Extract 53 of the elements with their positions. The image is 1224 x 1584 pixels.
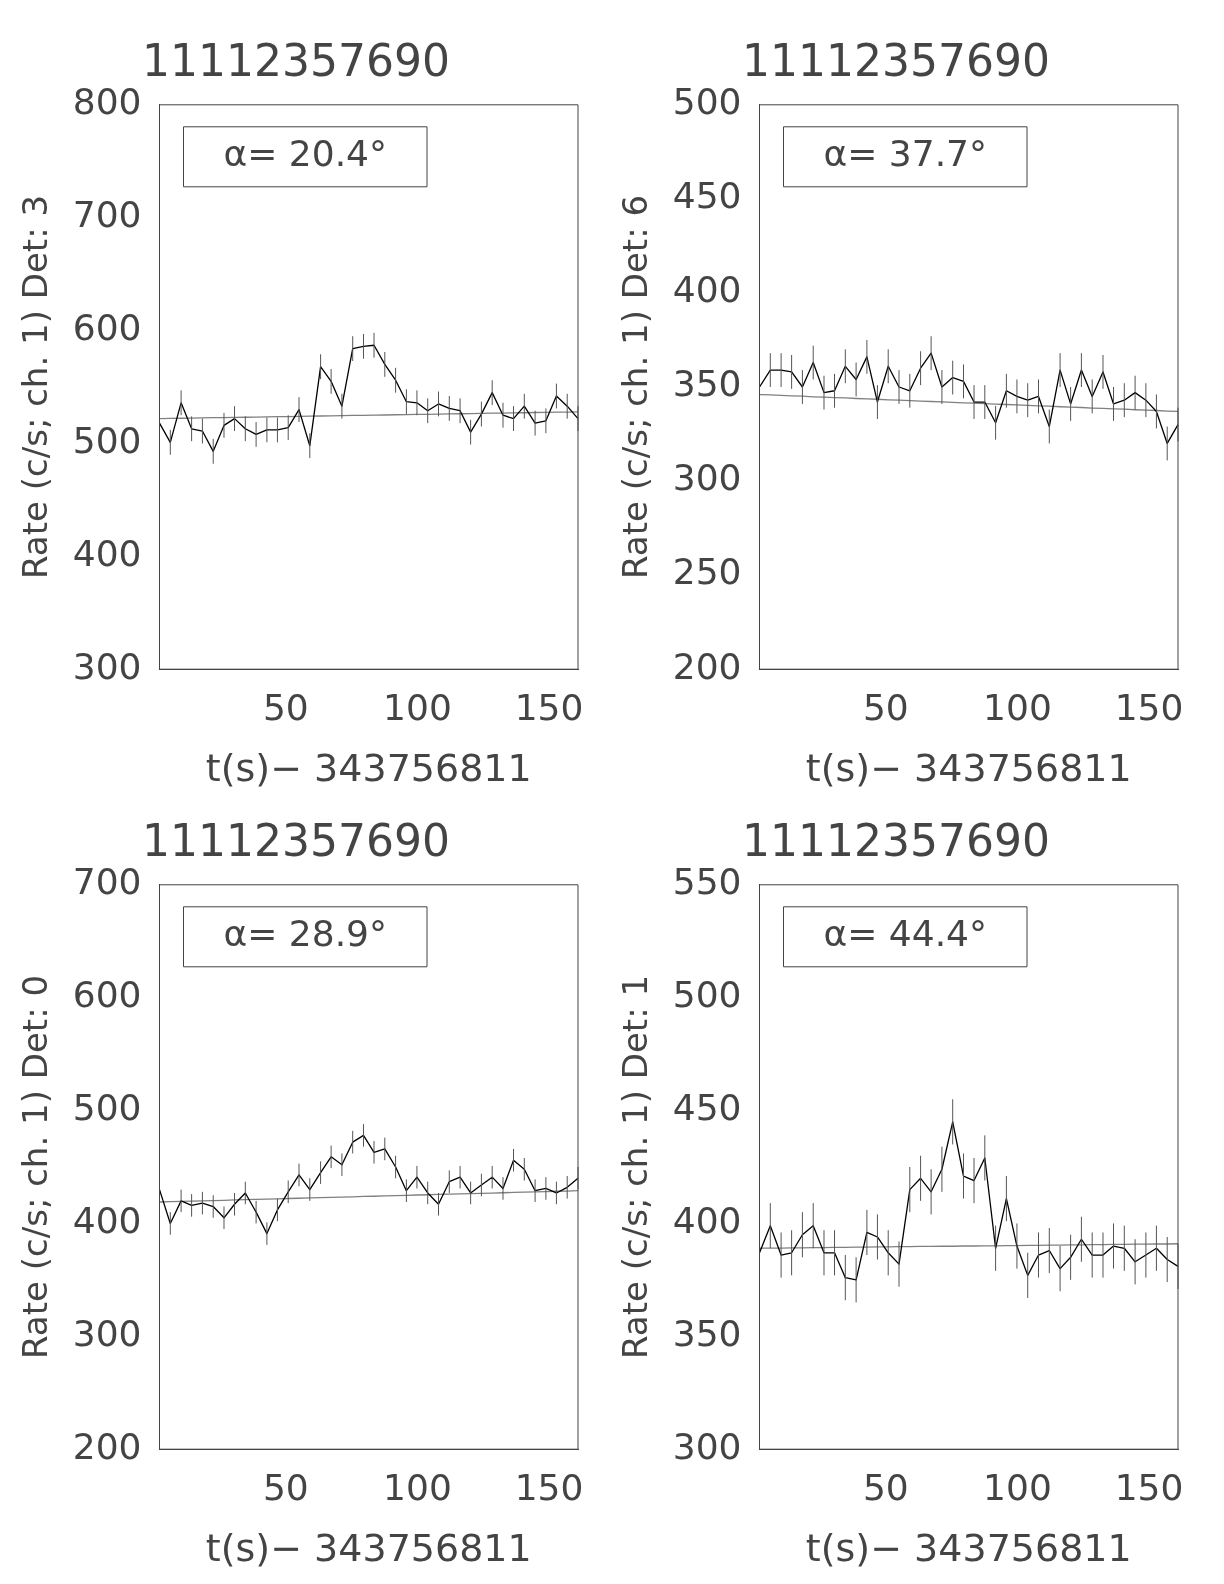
x-tick-label: 150 bbox=[514, 1467, 584, 1509]
annotation: α= 37.7° bbox=[823, 133, 988, 175]
y-axis-title: Rate (c/s; ch. 1) Det: 6 bbox=[615, 194, 656, 580]
y-axis-title: Rate (c/s; ch. 1) Det: 0 bbox=[15, 974, 56, 1360]
y-axis-title: Rate (c/s; ch. 1) Det: 3 bbox=[15, 194, 56, 580]
annotation: α= 28.9° bbox=[223, 913, 388, 955]
y-tick-label: 400 bbox=[672, 269, 742, 311]
x-tick-label: 150 bbox=[1114, 1467, 1184, 1509]
annotation: α= 20.4° bbox=[223, 133, 388, 175]
x-axis-title: t(s)− 343756811 bbox=[805, 746, 1132, 791]
y-tick-label: 300 bbox=[672, 1425, 742, 1467]
x-tick-label: 100 bbox=[383, 1467, 452, 1509]
y-tick-label: 700 bbox=[72, 194, 142, 236]
y-axis-title: Rate (c/s; ch. 1) Det: 1 bbox=[615, 974, 656, 1360]
y-tick-label: 550 bbox=[672, 861, 742, 903]
y-tick-label: 350 bbox=[672, 1312, 742, 1354]
x-tick-label: 50 bbox=[262, 1467, 309, 1509]
chart-title: 11112357690 bbox=[742, 34, 1050, 86]
y-tick-label: 200 bbox=[72, 1425, 142, 1467]
y-tick-label: 600 bbox=[72, 306, 142, 348]
y-tick-label: 250 bbox=[672, 551, 742, 593]
y-tick-label: 800 bbox=[72, 81, 142, 123]
x-tick-label: 100 bbox=[983, 687, 1052, 729]
y-tick-label: 350 bbox=[672, 363, 742, 405]
y-tick-label: 200 bbox=[672, 645, 742, 687]
chart-title: 11112357690 bbox=[142, 34, 450, 86]
y-tick-label: 300 bbox=[72, 1312, 142, 1354]
chart-title: 11112357690 bbox=[742, 814, 1050, 866]
y-tick-label: 450 bbox=[672, 175, 742, 217]
x-tick-label: 50 bbox=[862, 687, 909, 729]
y-tick-label: 450 bbox=[672, 1086, 742, 1128]
x-tick-label: 150 bbox=[514, 687, 584, 729]
y-tick-label: 500 bbox=[672, 974, 742, 1016]
y-tick-label: 400 bbox=[72, 532, 142, 574]
y-tick-label: 500 bbox=[672, 81, 742, 123]
x-axis-title: t(s)− 343756811 bbox=[805, 1526, 1132, 1571]
y-tick-label: 700 bbox=[72, 861, 142, 903]
y-tick-label: 300 bbox=[72, 645, 142, 687]
x-tick-label: 50 bbox=[262, 687, 309, 729]
y-tick-label: 500 bbox=[72, 419, 142, 461]
x-tick-label: 50 bbox=[862, 1467, 909, 1509]
y-tick-label: 400 bbox=[72, 1199, 142, 1241]
x-axis-title: t(s)− 343756811 bbox=[205, 746, 532, 791]
x-tick-label: 100 bbox=[383, 687, 452, 729]
x-axis-title: t(s)− 343756811 bbox=[205, 1526, 532, 1571]
y-tick-label: 300 bbox=[672, 457, 742, 499]
x-tick-label: 150 bbox=[1114, 687, 1184, 729]
y-tick-label: 500 bbox=[72, 1086, 142, 1128]
annotation: α= 44.4° bbox=[823, 913, 988, 955]
chart-title: 11112357690 bbox=[142, 814, 450, 866]
y-tick-label: 600 bbox=[72, 974, 142, 1016]
y-tick-label: 400 bbox=[672, 1199, 742, 1241]
x-tick-label: 100 bbox=[983, 1467, 1052, 1509]
